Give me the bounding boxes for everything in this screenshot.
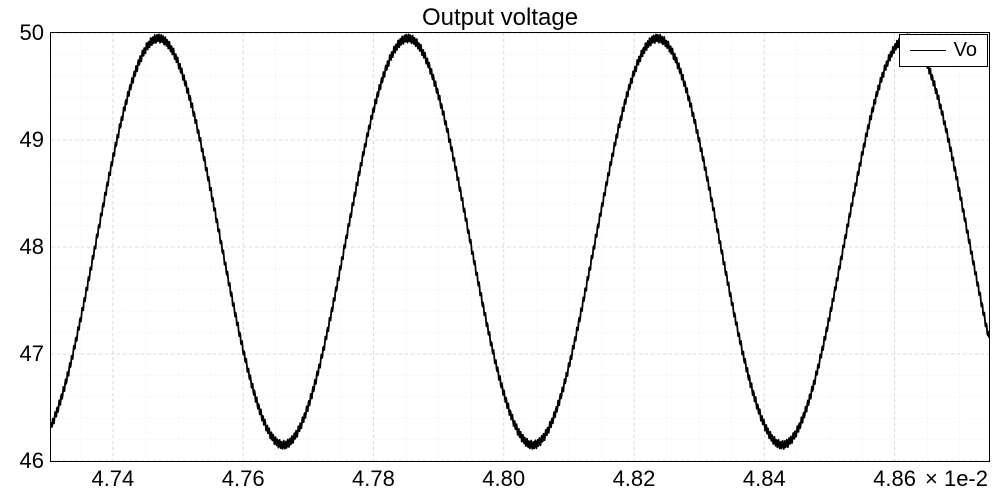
x-tick-label: 4.74 xyxy=(91,466,134,492)
x-tick-label: 4.76 xyxy=(222,466,265,492)
y-tick-label: 48 xyxy=(0,234,44,260)
x-tick-label: 4.78 xyxy=(352,466,395,492)
x-tick-label: 4.86 xyxy=(873,466,916,492)
chart-title: Output voltage xyxy=(0,4,1000,32)
legend-label: Vo xyxy=(954,39,977,62)
plot-area: Vo xyxy=(50,32,990,462)
x-tick-label: 4.84 xyxy=(743,466,786,492)
y-tick-label: 50 xyxy=(0,20,44,46)
x-tick-label: 4.80 xyxy=(482,466,525,492)
legend-line-sample xyxy=(910,50,946,51)
y-tick-label: 47 xyxy=(0,341,44,367)
legend: Vo xyxy=(899,34,988,67)
chart-container: Output voltage Vo 46 47 48 49 50 4.74 4.76 4.7… xyxy=(0,0,1000,501)
x-tick-label: 4.82 xyxy=(613,466,656,492)
y-tick-label: 46 xyxy=(0,448,44,474)
x-axis-exponent: × 1e-2 xyxy=(925,466,988,492)
plot-svg xyxy=(51,33,989,461)
y-tick-label: 49 xyxy=(0,127,44,153)
